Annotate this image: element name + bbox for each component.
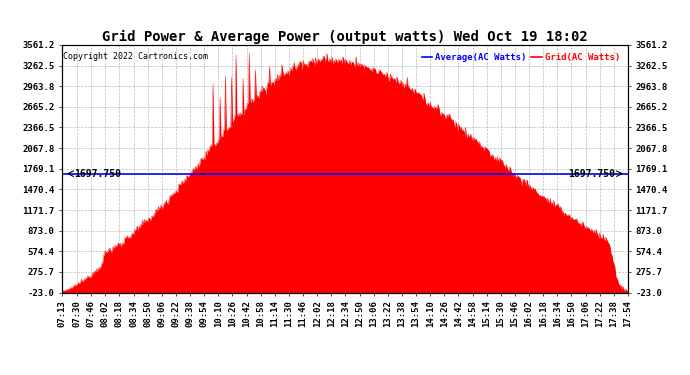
Legend: Average(AC Watts), Grid(AC Watts): Average(AC Watts), Grid(AC Watts): [418, 50, 623, 66]
Text: Copyright 2022 Cartronics.com: Copyright 2022 Cartronics.com: [63, 53, 208, 62]
Text: 1697.750: 1697.750: [75, 169, 121, 178]
Title: Grid Power & Average Power (output watts) Wed Oct 19 18:02: Grid Power & Average Power (output watts…: [102, 30, 588, 44]
Text: 1697.750: 1697.750: [569, 169, 615, 178]
